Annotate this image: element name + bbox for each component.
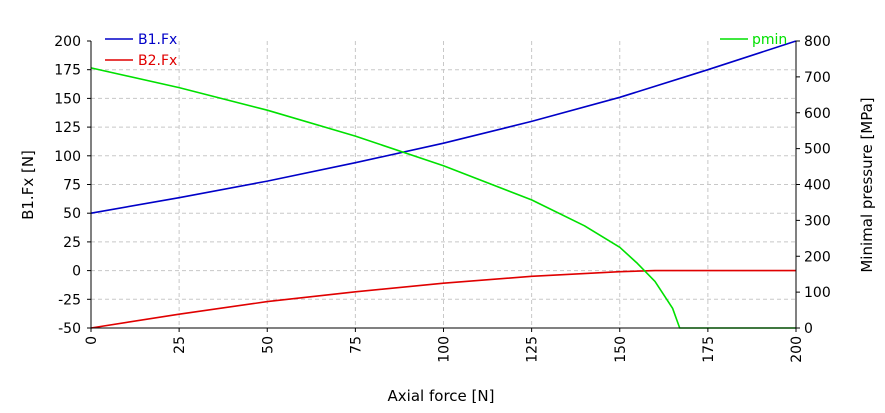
y-tick-label: 0	[72, 264, 81, 280]
x-tick-label: 150	[613, 336, 629, 363]
y-tick-label: 150	[54, 91, 81, 107]
y2-tick-label: 500	[804, 142, 831, 158]
x-tick-label: 25	[172, 336, 188, 354]
y-tick-label: 175	[54, 63, 81, 79]
x-tick-label: 175	[701, 336, 717, 363]
y2-tick-label: 700	[804, 70, 831, 86]
y2-axis-title: Minimal pressure [MPa]	[858, 97, 876, 272]
legend-label: B1.Fx	[138, 32, 177, 48]
axes: 0 25 50 75 100 125 150 175 200 -50 -25 0 25 50 75 100 12…	[54, 34, 830, 363]
y-tick-label: 50	[63, 206, 81, 222]
y-tick-label: -25	[58, 292, 81, 308]
x-tick-label: 75	[348, 336, 364, 354]
y-tick-label: -50	[58, 321, 81, 337]
x-axis-title: Axial force [N]	[388, 387, 495, 405]
y2-tick-label: 600	[804, 106, 831, 122]
series-line-b2-fx	[90, 269, 796, 329]
legend: B1.Fx B2.Fx pmin	[105, 32, 787, 69]
y-tick-label: 125	[54, 120, 81, 136]
legend-label: pmin	[752, 32, 787, 48]
series-line-b1-fx	[90, 40, 797, 214]
x-tick-label: 125	[525, 336, 541, 363]
y2-tick-label: 0	[804, 321, 813, 337]
x-tick-label: 50	[260, 336, 276, 354]
y-tick-label: 75	[63, 178, 81, 194]
y2-tick-label: 300	[804, 213, 831, 229]
y-tick-label: 100	[54, 149, 81, 165]
y2-tick-label: 200	[804, 249, 831, 265]
legend-label: B2.Fx	[138, 53, 177, 69]
x-tick-label: 0	[84, 336, 100, 345]
y2-tick-label: 100	[804, 285, 831, 301]
y2-tick-label: 400	[804, 178, 831, 194]
x-tick-label: 200	[789, 336, 805, 363]
y2-tick-label: 800	[804, 34, 831, 50]
x-tick-label: 100	[437, 336, 453, 363]
y-axis-title: B1.Fx [N]	[19, 150, 37, 220]
y-tick-label: 25	[63, 235, 81, 251]
grid	[91, 41, 796, 328]
y-tick-label: 200	[54, 34, 81, 50]
